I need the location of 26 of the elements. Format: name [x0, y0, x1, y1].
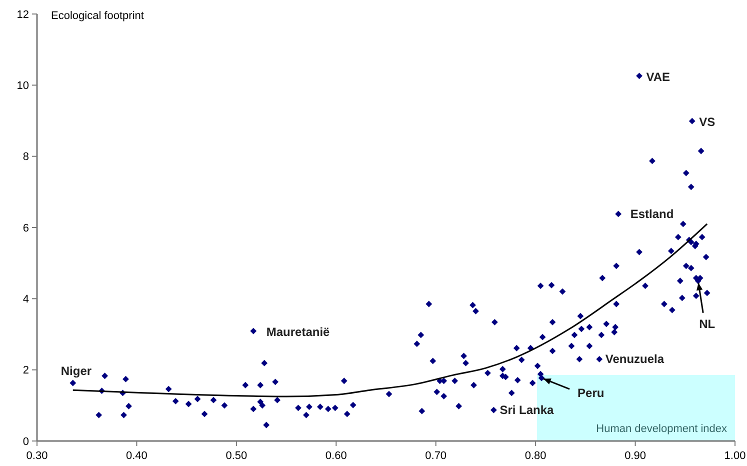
- x-tick-label: 0.40: [126, 450, 148, 462]
- annotation: VS: [699, 115, 716, 130]
- y-tick-label: 12: [16, 8, 29, 21]
- annotation: Estland: [630, 206, 674, 221]
- x-tick-label: 0.90: [624, 450, 646, 462]
- y-tick-label: 0: [22, 436, 29, 448]
- annotation: Niger: [60, 364, 92, 378]
- x-tick-label: 0.80: [524, 450, 546, 462]
- annotation: Sri Lanka: [500, 403, 554, 418]
- x-tick-label: 0.30: [26, 450, 48, 462]
- annotation: VAE: [646, 70, 670, 84]
- y-tick-label: 10: [16, 80, 29, 92]
- x-axis-title: Human development index: [596, 423, 728, 435]
- y-tick-label: 8: [22, 151, 29, 164]
- annotation: NL: [699, 316, 716, 331]
- y-tick-label: 6: [22, 222, 29, 234]
- y-axis-title: Ecological footprint: [51, 10, 144, 22]
- annotation: Peru: [578, 386, 604, 400]
- y-tick-label: 4: [22, 294, 29, 306]
- annotation: Venuzuela: [605, 352, 664, 366]
- x-tick-label: 1.00: [724, 450, 746, 462]
- x-tick-label: 0.70: [425, 450, 447, 462]
- x-tick-label: 0.50: [226, 450, 248, 462]
- x-tick-label: 0.60: [325, 450, 347, 462]
- y-tick-label: 2: [22, 364, 29, 377]
- annotation: Mauretanië: [266, 325, 330, 340]
